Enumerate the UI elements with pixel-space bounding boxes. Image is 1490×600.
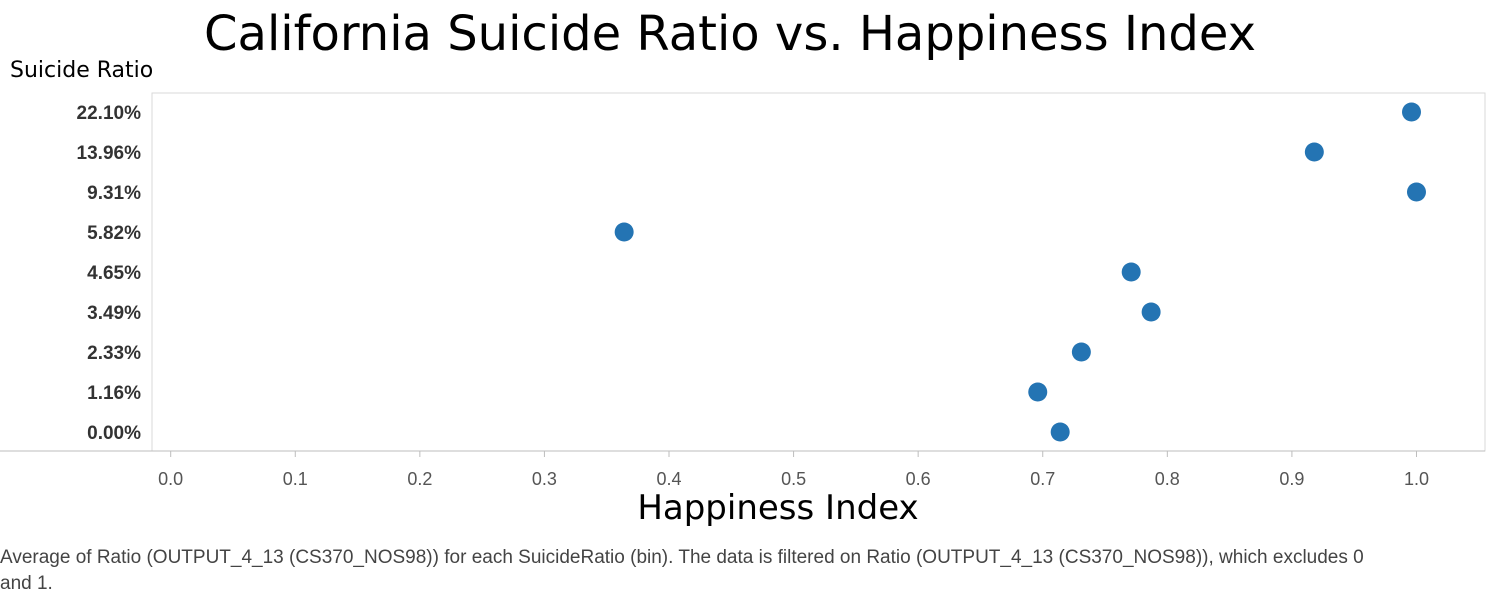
chart-title: California Suicide Ratio vs. Happiness I… xyxy=(204,6,1256,62)
x-tick-label: 0.4 xyxy=(656,469,681,489)
data-point xyxy=(1050,422,1070,442)
data-point xyxy=(1141,302,1161,322)
x-tick-label: 0.0 xyxy=(158,469,183,489)
y-tick-label: 13.96% xyxy=(77,143,142,164)
x-tick-label: 0.7 xyxy=(1030,469,1055,489)
x-tick-label: 0.5 xyxy=(781,469,806,489)
data-point xyxy=(1406,182,1426,202)
x-tick-label: 0.3 xyxy=(532,469,557,489)
y-tick-label: 22.10% xyxy=(77,103,142,124)
y-axis-title: Suicide Ratio xyxy=(10,58,154,83)
chart-caption: Average of Ratio (OUTPUT_4_13 (CS370_NOS… xyxy=(0,547,1364,594)
y-tick-label: 4.65% xyxy=(87,263,141,284)
y-tick-label: 2.33% xyxy=(87,343,141,364)
x-tick-label: 0.1 xyxy=(283,469,308,489)
y-tick-label: 3.49% xyxy=(87,303,141,324)
x-tick-label: 0.9 xyxy=(1279,469,1304,489)
y-tick-label: 1.16% xyxy=(87,383,141,404)
y-tick-label: 0.00% xyxy=(87,423,141,444)
data-point xyxy=(1121,262,1141,282)
x-axis-title: Happiness Index xyxy=(637,488,919,528)
x-tick-label: 1.0 xyxy=(1404,469,1429,489)
x-tick-label: 0.2 xyxy=(407,469,432,489)
data-point xyxy=(1028,382,1048,402)
plot-frame xyxy=(151,92,1486,452)
y-tick-label: 5.82% xyxy=(87,223,141,244)
data-point xyxy=(1304,142,1324,162)
x-tick-label: 0.6 xyxy=(906,469,931,489)
data-point xyxy=(1071,342,1091,362)
x-tick-label: 0.8 xyxy=(1155,469,1180,489)
data-point xyxy=(614,222,634,242)
data-point xyxy=(1401,102,1421,122)
y-tick-label: 9.31% xyxy=(87,183,141,204)
